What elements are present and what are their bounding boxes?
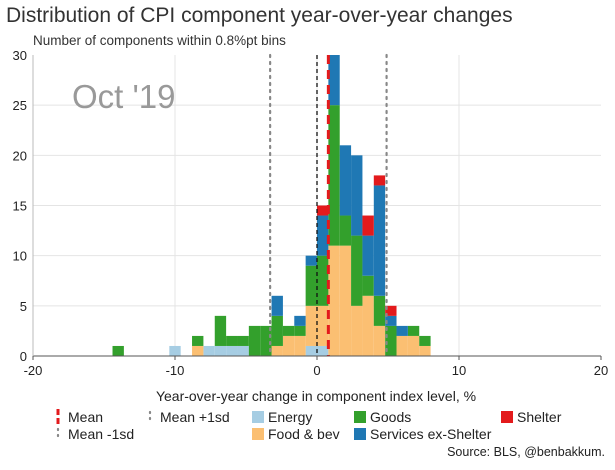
- bar-goods-6: [260, 325, 272, 356]
- bar-services-ex-shelter-8: [373, 185, 386, 296]
- bar-goods-4: [237, 335, 249, 346]
- bar-energy-4: [237, 345, 249, 356]
- bar-goods-19: [419, 335, 431, 346]
- bar-goods-2: [214, 315, 227, 346]
- bar-food-bev-1: [271, 345, 283, 356]
- legend-swatch: [354, 428, 366, 440]
- bar-goods-0: [112, 345, 124, 356]
- legend-label: Mean -1sd: [68, 426, 134, 442]
- y-tick-label: 15: [13, 199, 27, 214]
- y-tick-label: 20: [13, 148, 27, 163]
- bar-energy-3: [226, 345, 238, 356]
- legend-label: Goods: [370, 409, 411, 425]
- legend-label: Energy: [268, 409, 312, 425]
- bar-services-ex-shelter-4: [328, 55, 340, 106]
- bar-food-bev-10: [373, 325, 386, 356]
- legend-label: Mean +1sd: [160, 409, 230, 425]
- bar-goods-14: [351, 235, 363, 306]
- bar-food-bev-4: [305, 305, 317, 346]
- bar-services-ex-shelter-2: [305, 255, 317, 266]
- bar-food-bev-3: [294, 335, 306, 356]
- bar-food-bev-5: [317, 305, 329, 346]
- bar-food-bev-2: [282, 335, 295, 356]
- bar-shelter-0: [317, 205, 329, 216]
- bar-food-bev-0: [192, 345, 204, 356]
- bar-food-bev-13: [419, 345, 431, 356]
- bar-energy-5: [305, 345, 317, 356]
- bar-goods-17: [385, 325, 397, 356]
- bar-food-bev-8: [351, 305, 363, 356]
- legend-swatch: [252, 428, 264, 440]
- bar-goods-13: [339, 215, 352, 246]
- legend-swatch: [354, 411, 366, 423]
- source-note: Source: BLS, @benbakkum.: [447, 445, 605, 459]
- bar-goods-8: [282, 325, 295, 336]
- x-tick-label: 10: [452, 363, 466, 378]
- x-tick-label: 0: [313, 363, 320, 378]
- bar-shelter-2: [373, 175, 386, 186]
- x-tick-label: -10: [166, 363, 185, 378]
- x-tick-label: -20: [24, 363, 43, 378]
- bar-food-bev-7: [339, 245, 352, 356]
- legend-label: Shelter: [517, 409, 562, 425]
- bar-goods-3: [226, 335, 238, 346]
- bar-energy-1: [203, 345, 215, 356]
- y-tick-label: 10: [13, 249, 27, 264]
- y-tick-label: 5: [20, 299, 27, 314]
- bar-services-ex-shelter-5: [339, 145, 352, 216]
- bar-services-ex-shelter-6: [351, 155, 363, 236]
- bar-services-ex-shelter-7: [362, 235, 374, 276]
- legend-swatch: [252, 411, 264, 423]
- chart-subtitle: Number of components within 0.8%pt bins: [33, 33, 286, 48]
- bar-goods-10: [305, 265, 317, 306]
- legend-swatch: [501, 411, 513, 423]
- y-tick-label: 30: [13, 48, 27, 63]
- chart-title: Distribution of CPI component year-over-…: [6, 4, 513, 27]
- y-tick-label: 25: [13, 98, 27, 113]
- y-tick-label: 0: [20, 349, 27, 364]
- bar-goods-7: [271, 315, 283, 346]
- bar-energy-2: [214, 345, 227, 356]
- bar-goods-9: [294, 325, 306, 336]
- legend-label: Food & bev: [268, 426, 340, 442]
- legend-label: Services ex-Shelter: [370, 426, 492, 442]
- bar-services-ex-shelter-0: [271, 295, 283, 316]
- bar-goods-15: [362, 275, 374, 296]
- bar-services-ex-shelter-10: [396, 325, 408, 336]
- period-annotation: Oct '19: [72, 78, 176, 115]
- bar-goods-1: [192, 335, 204, 346]
- bar-energy-0: [169, 345, 181, 356]
- legend-label: Mean: [68, 409, 103, 425]
- x-tick-label: 20: [594, 363, 608, 378]
- bar-food-bev-6: [328, 245, 340, 356]
- bar-goods-11: [317, 255, 329, 306]
- bar-goods-12: [328, 105, 340, 246]
- bar-goods-16: [373, 295, 386, 326]
- bar-shelter-3: [385, 305, 397, 316]
- bar-services-ex-shelter-3: [317, 215, 329, 256]
- bar-goods-18: [407, 325, 420, 336]
- bar-food-bev-11: [396, 335, 408, 356]
- bar-goods-5: [248, 325, 261, 356]
- bar-energy-6: [317, 345, 329, 356]
- bar-shelter-1: [362, 215, 374, 236]
- bar-food-bev-12: [407, 335, 420, 356]
- bar-food-bev-9: [362, 295, 374, 356]
- bar-services-ex-shelter-9: [385, 315, 397, 326]
- bar-services-ex-shelter-1: [294, 315, 306, 326]
- x-axis-label: Year-over-year change in component index…: [156, 388, 476, 404]
